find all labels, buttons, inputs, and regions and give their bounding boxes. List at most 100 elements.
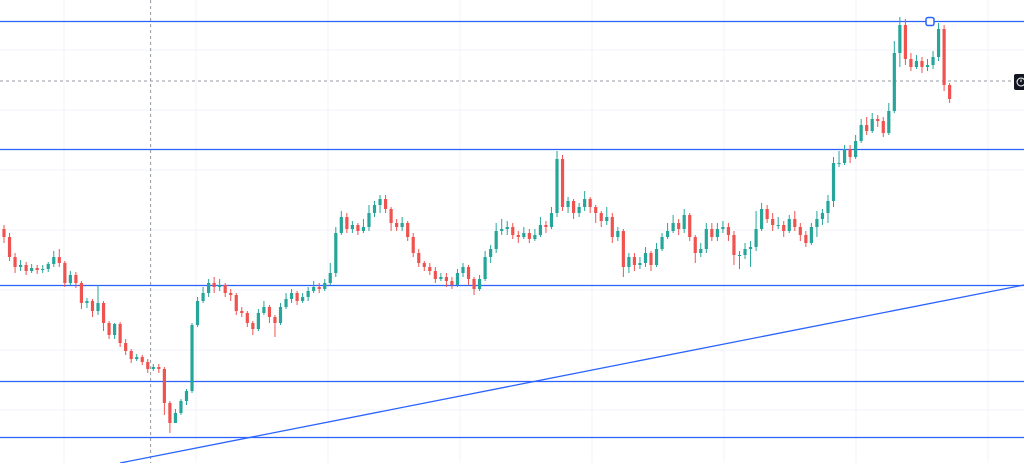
- trendline[interactable]: [119, 284, 1024, 463]
- candle-up: [207, 279, 211, 297]
- candle-up: [301, 293, 305, 303]
- candle-up: [378, 195, 382, 213]
- candle-body: [837, 163, 841, 164]
- level-drag-handle[interactable]: [925, 16, 935, 27]
- candle-down: [865, 117, 869, 135]
- candle-body: [605, 217, 609, 221]
- candle-down: [804, 231, 808, 247]
- candle-body: [538, 225, 543, 235]
- candle-down: [450, 277, 454, 289]
- candle-body: [273, 317, 277, 323]
- candle-up: [533, 229, 537, 241]
- candle-up: [306, 287, 310, 301]
- candle-up: [699, 243, 703, 257]
- candle-body: [948, 85, 952, 99]
- candle-down: [13, 253, 17, 273]
- candle-body: [826, 201, 830, 213]
- candle-up: [887, 103, 891, 135]
- candle-body: [533, 235, 537, 239]
- candle-body: [793, 219, 797, 227]
- candle-body: [936, 29, 941, 57]
- candle-body: [737, 255, 742, 256]
- trendline-group[interactable]: [119, 284, 1024, 463]
- candle-up: [704, 223, 708, 253]
- candle-down: [466, 265, 471, 285]
- candle-body: [151, 367, 155, 369]
- candle-down: [118, 322, 122, 347]
- candle-body: [422, 263, 426, 267]
- candle-up: [30, 264, 34, 273]
- candle-body: [107, 323, 111, 335]
- candle-up: [826, 195, 830, 223]
- candle-up: [289, 289, 294, 303]
- candle-up: [925, 59, 930, 71]
- candle-up: [483, 251, 487, 281]
- candle-up: [616, 227, 620, 241]
- candle-body: [339, 217, 343, 233]
- candle-up: [859, 119, 863, 143]
- candle-up: [787, 215, 791, 233]
- candle-body: [212, 283, 216, 287]
- candle-body: [472, 279, 476, 289]
- candle-body: [892, 53, 896, 111]
- candle-body: [411, 237, 415, 253]
- candle-body: [931, 57, 935, 65]
- candle-down: [356, 223, 360, 235]
- candle-down: [948, 83, 952, 103]
- candle-down: [245, 311, 249, 327]
- candle-down: [267, 305, 272, 323]
- candle-down: [101, 301, 106, 331]
- candle-down: [79, 281, 84, 309]
- candle-body: [223, 285, 227, 293]
- candle-body: [616, 231, 620, 237]
- candle-up: [400, 217, 404, 231]
- candle-body: [483, 257, 487, 279]
- candle-body: [234, 295, 238, 311]
- candle-down: [771, 213, 775, 231]
- candle-up: [538, 217, 543, 237]
- candle-down: [649, 251, 653, 271]
- candle-down: [63, 261, 67, 287]
- candle-up: [312, 281, 316, 293]
- candle-up: [179, 399, 183, 415]
- candle-down: [444, 273, 448, 287]
- candle-down: [234, 293, 238, 315]
- candle-down: [560, 155, 565, 211]
- candle-up: [367, 205, 371, 231]
- candle-up: [666, 223, 670, 239]
- candle-body: [748, 247, 753, 249]
- candle-up: [113, 323, 117, 339]
- candle-body: [677, 223, 681, 229]
- candle-up: [820, 209, 825, 225]
- candle-down: [942, 25, 946, 91]
- candle-up: [52, 251, 56, 267]
- candle-up: [815, 211, 819, 237]
- candle-up: [184, 389, 189, 405]
- candle-body: [610, 217, 614, 237]
- candle-body: [660, 237, 664, 249]
- candle-up: [135, 354, 139, 361]
- candle-up: [898, 17, 902, 67]
- candle-body: [887, 111, 891, 133]
- candle-body: [79, 283, 84, 303]
- candle-down: [140, 355, 144, 365]
- price-badge: [1014, 74, 1024, 90]
- candle-body: [312, 287, 316, 291]
- clock-icon: [1016, 77, 1024, 87]
- candle-body: [848, 149, 852, 157]
- candle-body: [63, 263, 67, 283]
- candle-down: [406, 221, 410, 241]
- candle-body: [903, 25, 907, 59]
- candle-body: [179, 401, 183, 413]
- candle-body: [500, 229, 504, 231]
- candle-body: [207, 283, 211, 293]
- candle-up: [566, 197, 570, 213]
- candle-body: [455, 273, 460, 285]
- candle-body: [2, 229, 6, 237]
- candle-down: [793, 211, 797, 231]
- candle-down: [223, 283, 227, 297]
- candle-body: [229, 293, 233, 295]
- horizontal-levels[interactable]: [0, 16, 1024, 439]
- candle-up: [638, 257, 642, 269]
